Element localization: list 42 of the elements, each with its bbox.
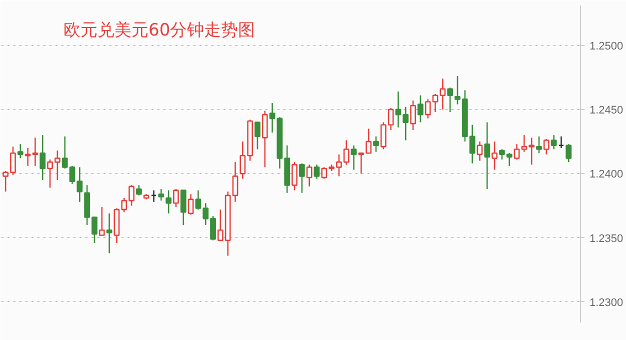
candlestick bbox=[492, 140, 498, 170]
candlestick bbox=[514, 143, 520, 160]
candlestick bbox=[447, 86, 454, 113]
candlestick bbox=[536, 136, 542, 154]
y-tick-label: 1.2350 bbox=[590, 232, 624, 245]
candlestick bbox=[180, 190, 186, 226]
candlestick bbox=[136, 184, 142, 196]
y-tick-label: 1.2300 bbox=[590, 296, 624, 309]
candlestick bbox=[17, 143, 24, 159]
candlestick bbox=[166, 190, 172, 214]
candlestick bbox=[410, 100, 416, 131]
candlestick bbox=[188, 194, 194, 216]
candlestick bbox=[62, 136, 68, 170]
candlestick bbox=[484, 122, 490, 190]
candlestick bbox=[298, 162, 305, 194]
candlestick bbox=[269, 102, 276, 134]
candlestick bbox=[262, 110, 268, 168]
y-tick-label: 1.2500 bbox=[590, 40, 624, 52]
candlestick bbox=[254, 122, 260, 150]
candlestick bbox=[24, 147, 31, 167]
candlestick bbox=[173, 188, 179, 208]
y-tick-label: 1.2400 bbox=[590, 168, 624, 181]
candlestick bbox=[550, 134, 557, 150]
candlestick bbox=[292, 161, 298, 191]
candlestick bbox=[350, 144, 357, 170]
candlestick bbox=[106, 212, 112, 254]
candlestick bbox=[418, 94, 424, 123]
candlestick bbox=[543, 138, 550, 156]
candlestick bbox=[306, 164, 312, 188]
y-tick-label: 1.2450 bbox=[590, 104, 624, 116]
candlestick bbox=[98, 206, 105, 236]
candlestick bbox=[558, 136, 564, 149]
text: 欧元兑美元60分钟走势图 bbox=[64, 20, 256, 40]
candlestick bbox=[32, 137, 38, 167]
candlestick bbox=[158, 188, 164, 202]
candlestick bbox=[314, 164, 320, 180]
candlestick bbox=[128, 184, 134, 206]
candlestick bbox=[566, 143, 572, 163]
candlestick bbox=[40, 134, 46, 181]
candlestick bbox=[150, 190, 157, 203]
candlestick bbox=[373, 136, 379, 152]
candlestick bbox=[476, 140, 483, 162]
